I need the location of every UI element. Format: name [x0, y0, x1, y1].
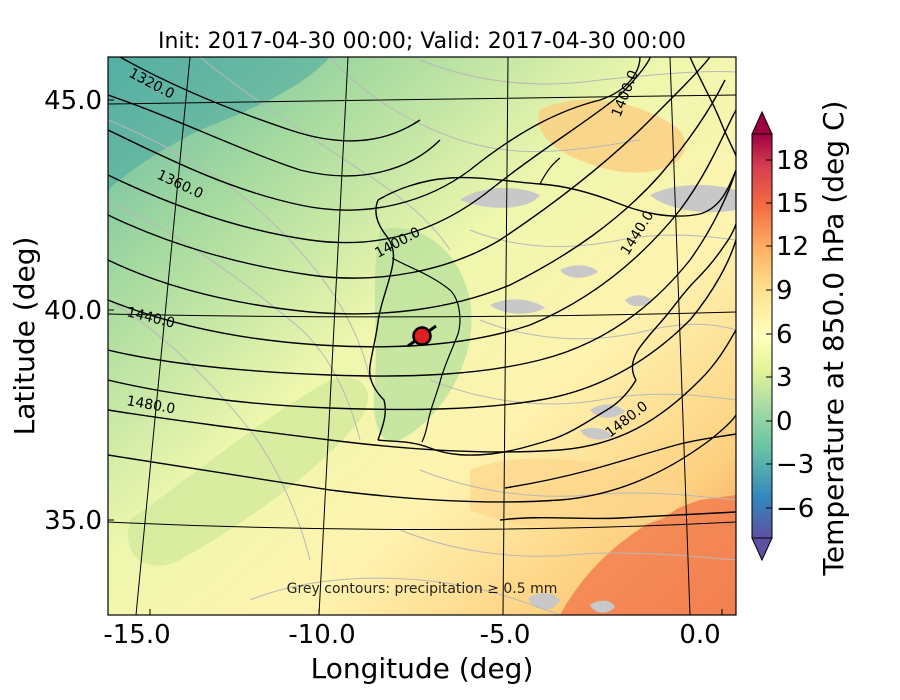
- warm-patch-se: [470, 458, 682, 531]
- y-axis-ticks: [108, 99, 114, 521]
- parallel-line: [108, 521, 736, 531]
- meridian-line: [669, 57, 691, 615]
- coastline: [369, 57, 736, 521]
- figure-title: Init: 2017-04-30 00:00; Valid: 2017-04-3…: [158, 29, 686, 54]
- colorbar-extend-top: [751, 110, 773, 135]
- x-axis-ticks: [149, 609, 723, 615]
- parallel-line: [108, 311, 736, 318]
- meridian-line: [502, 57, 509, 615]
- y-tick-label: 35.0: [44, 506, 102, 536]
- colorbar-tick-label: −6: [776, 494, 814, 524]
- colorbar-bar: [751, 133, 773, 539]
- height-contours: [108, 57, 736, 503]
- x-tick-label: -15.0: [103, 620, 170, 650]
- temperature-contours: [108, 57, 736, 615]
- cool-band: [128, 377, 369, 566]
- map-frame: [107, 56, 737, 616]
- precip-annotation: Grey contours: precipitation ≥ 0.5 mm: [287, 581, 558, 597]
- parallel-line: [108, 94, 736, 105]
- map-panel: 1320.0 1360.0 1400.0 1400.0 1440.0 1440.…: [108, 57, 736, 615]
- warm-patch-ne: [538, 99, 686, 173]
- meridian-line: [318, 57, 349, 615]
- colorbar-tick-label: 9: [776, 276, 793, 306]
- x-axis-label: Longitude (deg): [311, 652, 534, 685]
- x-tick-label: 0.0: [679, 620, 720, 650]
- colorbar-tick-label: 3: [776, 363, 793, 393]
- colorbar-tick-label: 15: [776, 189, 809, 219]
- cold-region: [108, 57, 330, 190]
- colorbar-extend-bottom: [751, 537, 773, 562]
- y-tick-label: 45.0: [44, 86, 102, 116]
- warm-region: [560, 495, 736, 615]
- x-tick-label: -10.0: [288, 620, 355, 650]
- borders: [391, 157, 561, 443]
- meridian-line: [135, 57, 191, 615]
- precipitation-patches: [460, 185, 736, 613]
- colorbar: 18 15 12 9 6 3 0 −3 −6 Temperature at 85…: [751, 101, 850, 577]
- graticule: [108, 57, 736, 615]
- x-tick-label: -5.0: [480, 620, 531, 650]
- colorbar-label: Temperature at 850.0 hPa (deg C): [817, 101, 850, 577]
- colorbar-tick-label: 18: [776, 146, 809, 176]
- y-tick-label: 40.0: [44, 296, 102, 326]
- colorbar-tick-label: 6: [776, 320, 793, 350]
- station-marker: [407, 324, 437, 348]
- y-axis-label: Latitude (deg): [8, 237, 41, 436]
- colorbar-tick-label: 0: [776, 407, 793, 437]
- colorbar-tick-label: 12: [776, 232, 809, 262]
- colorbar-tick-label: −3: [776, 450, 814, 480]
